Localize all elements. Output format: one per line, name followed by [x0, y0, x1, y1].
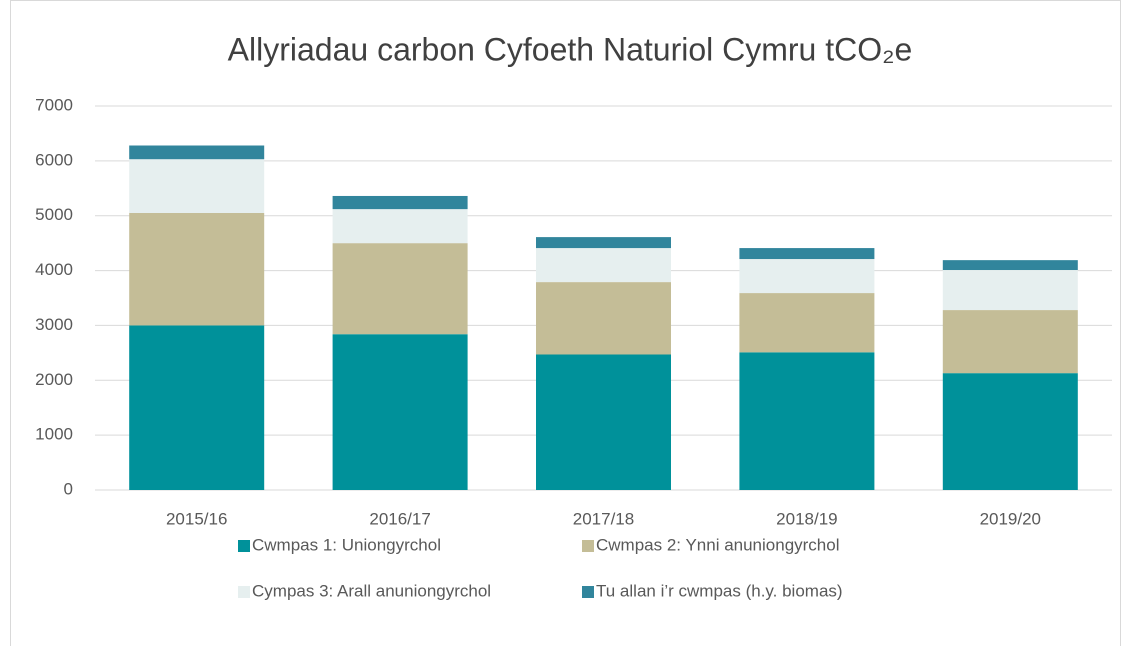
chart-border [10, 0, 1121, 646]
bar-segment [942, 260, 1078, 271]
x-tick-label: 2016/17 [369, 509, 430, 528]
y-tick-label: 2000 [35, 370, 73, 389]
y-tick-label: 4000 [35, 260, 73, 279]
bar-segment [536, 237, 671, 249]
bar-segment [942, 373, 1078, 490]
legend-label: Cwmpas 1: Uniongyrchol [252, 535, 441, 554]
legend-label: Cwmpas 2: Ynni anuniongyrchol [596, 535, 840, 554]
legend-label: Cympas 3: Arall anuniongyrchol [252, 581, 491, 600]
bar-segment [536, 248, 671, 283]
bar-segment [536, 354, 671, 490]
legend-swatch [238, 540, 250, 552]
bar-segment [739, 352, 875, 490]
y-tick-label: 7000 [35, 95, 73, 114]
bar-segment [129, 145, 265, 160]
bar-segment [332, 209, 468, 244]
legend-swatch [238, 586, 250, 598]
x-tick-label: 2019/20 [980, 509, 1041, 528]
legend-swatch [582, 586, 594, 598]
legend-swatch [582, 540, 594, 552]
bar-segment [332, 243, 468, 335]
chart-title: Allyriadau carbon Cyfoeth Naturiol Cymru… [228, 31, 913, 67]
bar-segment [332, 195, 468, 210]
bar-segment [739, 259, 875, 294]
bar-segment [129, 325, 265, 490]
y-tick-label: 0 [64, 479, 73, 498]
y-tick-label: 6000 [35, 150, 73, 169]
y-tick-label: 5000 [35, 205, 73, 224]
bar-segment [129, 212, 265, 326]
bar-segment [942, 270, 1078, 311]
y-tick-label: 1000 [35, 425, 73, 444]
bar-segment [739, 248, 875, 260]
bar-segment [129, 159, 265, 213]
bar-segment [942, 310, 1078, 374]
legend-label: Tu allan i’r cwmpas (h.y. biomas) [596, 581, 843, 600]
bar-segment [536, 282, 671, 355]
bar-segment [739, 293, 875, 353]
bar-segment [332, 334, 468, 490]
x-tick-label: 2015/16 [166, 509, 227, 528]
y-tick-label: 3000 [35, 315, 73, 334]
x-tick-label: 2017/18 [573, 509, 634, 528]
x-tick-label: 2018/19 [776, 509, 837, 528]
